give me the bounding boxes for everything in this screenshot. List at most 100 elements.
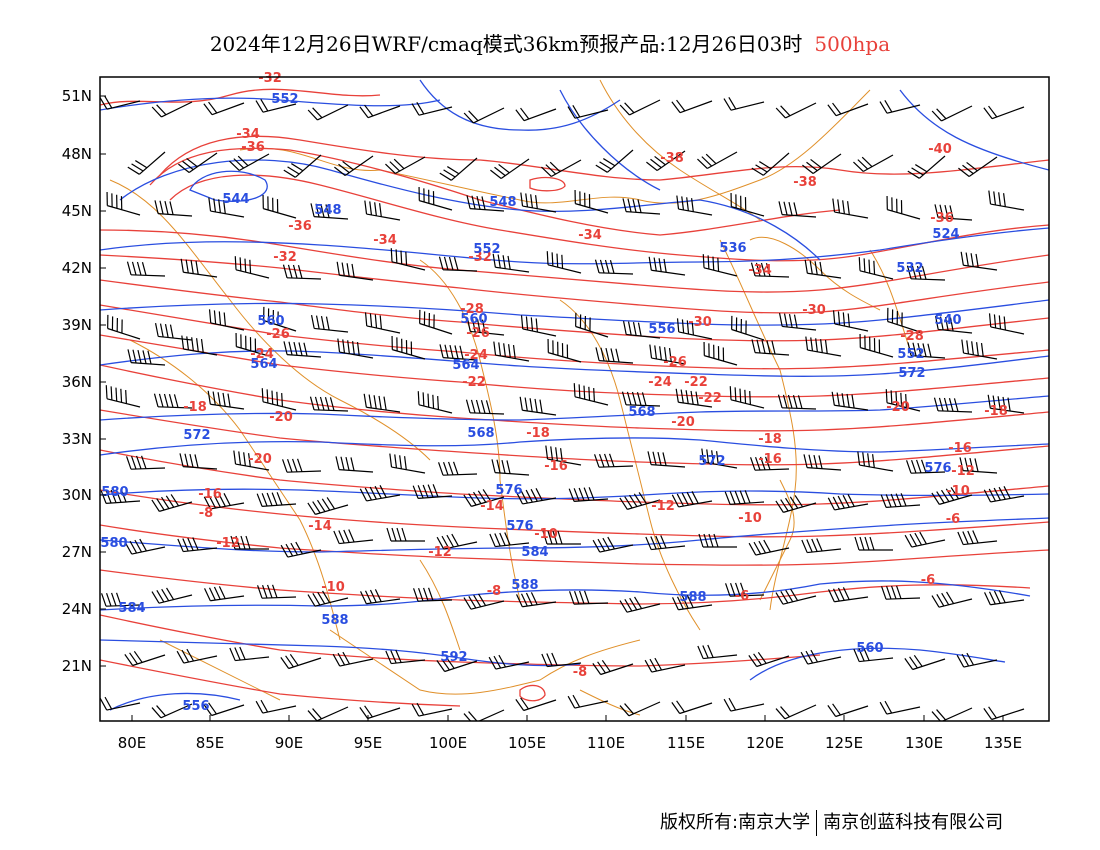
wind-barb — [413, 587, 453, 602]
wind-barb — [801, 538, 842, 554]
wind-barb — [310, 314, 349, 333]
wind-barb — [257, 584, 297, 599]
height-label: 544 — [222, 192, 249, 207]
temperature-label: -22 — [698, 391, 722, 406]
height-label: 536 — [719, 241, 746, 256]
height-label: 592 — [440, 650, 467, 665]
temperature-label: -36 — [930, 211, 954, 226]
wind-barb — [592, 659, 634, 676]
wind-barb — [419, 309, 453, 335]
title-level: 500hpa — [814, 32, 891, 56]
wind-barb — [263, 306, 297, 332]
temperature-label: -10 — [738, 511, 762, 526]
wind-barb — [750, 456, 790, 471]
wind-barb — [280, 653, 322, 670]
height-label: 564 — [452, 358, 479, 373]
wind-barb — [569, 590, 609, 605]
temperature-label: -6 — [921, 573, 935, 588]
wind-barb — [438, 461, 478, 476]
wind-barb — [463, 489, 505, 507]
wind-barb — [151, 494, 193, 512]
wind-barb — [411, 702, 453, 717]
temperature-label: -34 — [748, 263, 772, 278]
height-label: 552 — [897, 347, 924, 362]
wind-barb — [568, 487, 609, 502]
wind-barb — [151, 703, 193, 719]
lon-label: 100E — [429, 734, 467, 752]
lon-label: 120E — [746, 734, 784, 752]
wind-barb — [723, 97, 765, 111]
lat-label: 27N — [62, 543, 92, 561]
temperature-label: -8 — [487, 584, 501, 599]
wind-barb — [805, 336, 842, 357]
wind-barb — [802, 153, 842, 174]
wind-barb — [493, 341, 530, 362]
height-label: 548 — [489, 195, 516, 210]
temperature-label: -26 — [266, 327, 290, 342]
height-label: 560 — [257, 314, 284, 329]
wind-barb — [208, 309, 245, 331]
wind-barb — [180, 258, 218, 278]
wind-barb — [750, 262, 790, 278]
wind-barb — [255, 99, 297, 113]
wind-barb — [307, 104, 349, 121]
wind-barb — [106, 192, 141, 216]
wind-barb — [698, 533, 737, 548]
lat-label: 24N — [62, 600, 92, 618]
temperature-label: -30 — [802, 303, 826, 318]
wind-barb — [702, 254, 738, 277]
wind-barb — [181, 335, 218, 356]
temperature-label: -18 — [183, 400, 207, 415]
wind-barb — [827, 102, 869, 117]
height-label: 568 — [467, 426, 494, 441]
wind-barb — [853, 154, 894, 173]
temperature-label: -34 — [578, 228, 602, 243]
wind-barb — [176, 648, 218, 664]
temperature-label: -20 — [248, 452, 272, 467]
wind-barb — [703, 342, 738, 366]
wind-barb — [934, 204, 973, 221]
lat-label: 36N — [62, 373, 92, 391]
temperature-contours — [100, 88, 1049, 707]
wind-barb — [520, 192, 557, 213]
wind-barb — [956, 652, 998, 668]
wind-barb — [411, 102, 453, 116]
wind-barb — [418, 187, 453, 211]
wind-barb — [574, 190, 609, 214]
wind-barb — [282, 264, 322, 280]
temperature-label: -12 — [951, 464, 975, 479]
height-label: 588 — [511, 578, 538, 593]
wind-barb — [675, 388, 713, 408]
wind-barb — [778, 312, 817, 331]
wind-barb — [931, 487, 973, 505]
height-label: 572 — [698, 454, 725, 469]
wind-barb — [983, 706, 1025, 721]
wind-barb — [931, 591, 973, 608]
wind-barb — [515, 107, 557, 122]
temperature-label: -18 — [758, 432, 782, 447]
temperature-label: -10 — [534, 527, 558, 542]
temperature-label: -26 — [466, 326, 490, 341]
wind-barb — [827, 703, 869, 718]
lon-label: 85E — [196, 734, 225, 752]
wind-barb — [151, 587, 193, 604]
wind-barb — [230, 535, 269, 550]
lon-label: 105E — [508, 734, 546, 752]
wind-barb — [309, 396, 349, 412]
wind-barb — [204, 586, 245, 602]
longitude-axis: 80E 85E 90E 95E 100E 105E 110E 115E 120E 125E 130E… — [118, 715, 1022, 752]
temperature-label: -32 — [273, 250, 297, 265]
wind-barb — [880, 493, 921, 508]
height-label: 532 — [896, 261, 923, 276]
wind-barb — [126, 455, 166, 470]
wind-barb — [126, 261, 166, 277]
wind-barb — [124, 538, 166, 555]
temperature-label: -30 — [688, 315, 712, 330]
wind-barb — [337, 338, 374, 359]
height-label: 524 — [932, 227, 959, 242]
wind-barb — [831, 391, 869, 411]
lat-label: 21N — [62, 657, 92, 675]
wind-barb — [907, 155, 946, 179]
temperature-label: -14 — [480, 499, 504, 514]
